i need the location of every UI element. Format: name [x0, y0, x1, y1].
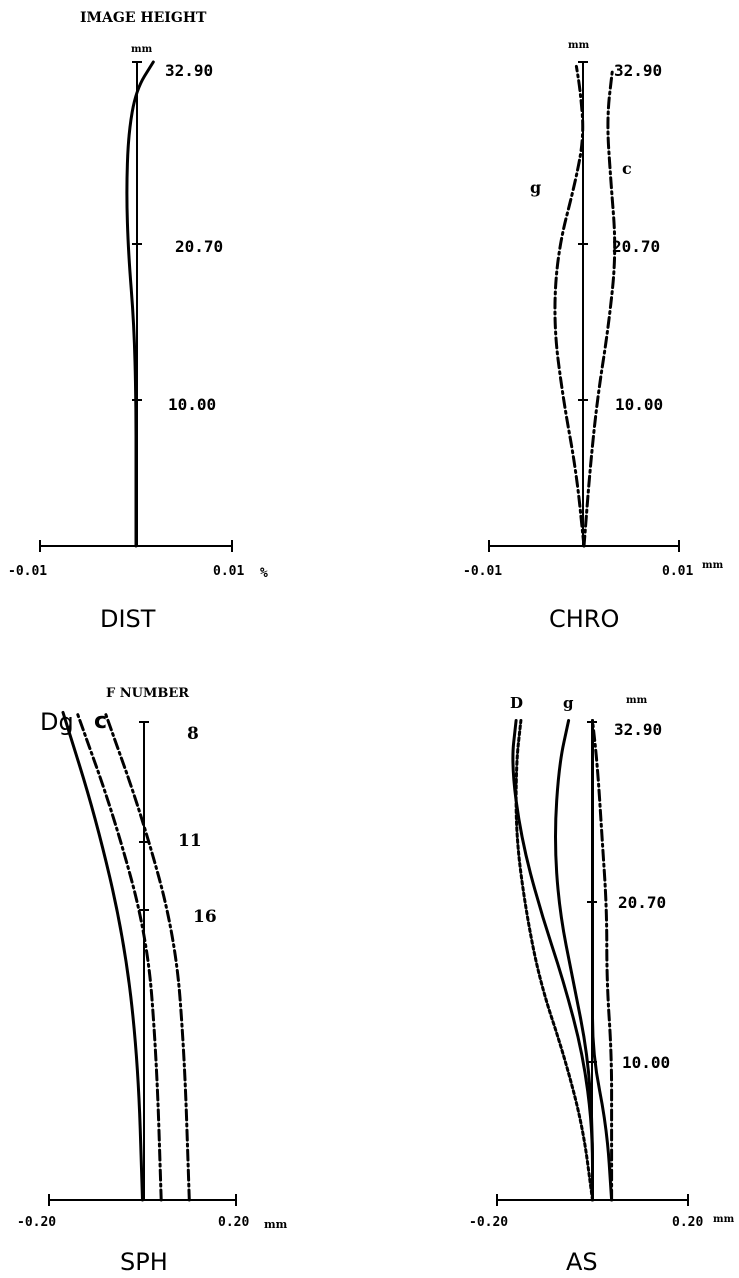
as-panel: D g mm 32.90 20.70 10.00 -0.20 0.20 mm A… — [469, 694, 735, 1276]
sph-panel: F NUMBER Dg c 8 11 16 -0.20 0.20 mm SPH — [17, 686, 288, 1276]
sph-series-g-1 — [75, 710, 163, 1202]
as-x-unit: mm — [713, 1214, 735, 1225]
as-ytick-0: 32.90 — [614, 720, 662, 739]
chro-xtick-0: -0.01 — [463, 564, 502, 579]
sph-series-D-0 — [61, 710, 144, 1202]
chro-series-c-1 — [582, 67, 617, 548]
dist-xtick-0: -0.01 — [8, 564, 47, 579]
as-title: AS — [566, 1248, 598, 1276]
sph-xtick-0: -0.20 — [17, 1215, 56, 1230]
as-series-c-3 — [591, 719, 614, 1202]
as-label-g: g — [563, 694, 574, 712]
plot-layer — [39, 60, 689, 1206]
dist-xtick-1: 0.01 — [213, 564, 244, 579]
sph-series-c-2 — [103, 710, 191, 1202]
sph-ytick-1: 11 — [178, 831, 202, 851]
as-xtick-1: 0.20 — [672, 1215, 703, 1230]
chro-x-unit: mm — [702, 560, 724, 571]
as-y-unit: mm — [626, 695, 648, 706]
as-ytick-2: 10.00 — [622, 1053, 670, 1072]
chro-ytick-0: 32.90 — [614, 61, 662, 80]
as-ytick-1: 20.70 — [618, 893, 666, 912]
sph-header: F NUMBER — [106, 686, 189, 701]
dist-ytick-2: 10.00 — [168, 395, 216, 414]
as-series-D-1 — [514, 719, 594, 1202]
chro-panel: mm 32.90 20.70 10.00 g c -0.01 0.01 mm C… — [463, 40, 724, 633]
dist-header: IMAGE HEIGHT — [80, 10, 207, 26]
as-xtick-0: -0.20 — [469, 1215, 508, 1230]
sph-ytick-2: 16 — [193, 907, 217, 927]
as-series-c-4 — [590, 719, 614, 1202]
dist-x-unit: % — [260, 566, 268, 581]
sph-x-unit: mm — [264, 1218, 288, 1231]
dist-series-0-0 — [125, 60, 155, 548]
dist-title: DIST — [100, 605, 156, 633]
dist-y-unit: mm — [131, 44, 153, 55]
as-label-d: D — [510, 694, 523, 712]
chro-label-c: c — [622, 159, 632, 178]
sph-title: SPH — [120, 1248, 168, 1276]
dist-ytick-1: 20.70 — [175, 237, 223, 256]
chro-xtick-1: 0.01 — [662, 564, 693, 579]
chro-ytick-2: 10.00 — [615, 395, 663, 414]
chro-title: CHRO — [549, 605, 619, 633]
chro-series-g-0 — [553, 64, 586, 548]
dist-panel: IMAGE HEIGHT mm 32.90 20.70 10.00 -0.01 … — [8, 10, 268, 633]
sph-ytick-0: 8 — [187, 724, 199, 744]
chro-y-unit: mm — [568, 40, 590, 51]
dist-ytick-0: 32.90 — [165, 61, 213, 80]
chro-ytick-1: 20.70 — [612, 237, 660, 256]
sph-xtick-1: 0.20 — [218, 1215, 249, 1230]
as-series-g-2 — [554, 719, 594, 1202]
sph-label-c: c — [94, 709, 107, 734]
chro-label-g: g — [530, 178, 541, 197]
